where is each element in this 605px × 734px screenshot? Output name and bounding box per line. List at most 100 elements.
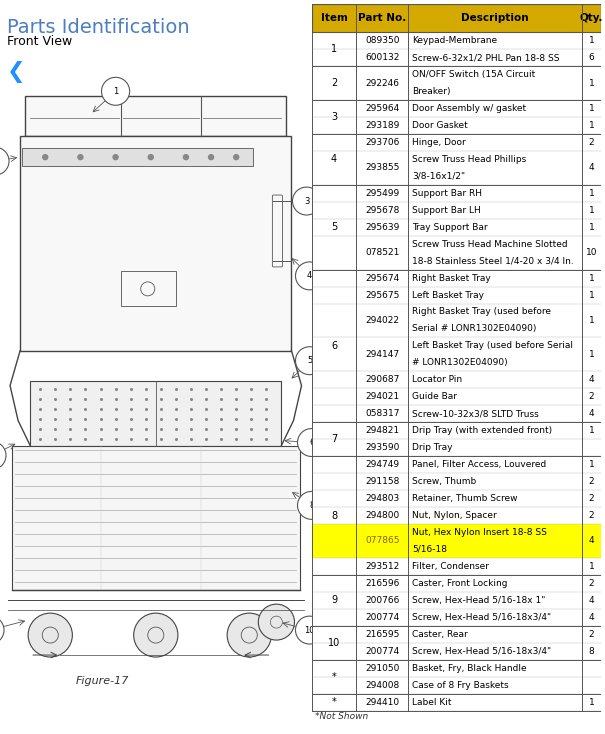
Text: 293512: 293512 bbox=[365, 562, 399, 571]
Text: *: * bbox=[332, 697, 336, 707]
FancyBboxPatch shape bbox=[312, 100, 601, 117]
Text: 1: 1 bbox=[589, 121, 594, 130]
FancyBboxPatch shape bbox=[25, 96, 286, 137]
FancyBboxPatch shape bbox=[312, 422, 601, 439]
Text: Caster, Rear: Caster, Rear bbox=[412, 630, 468, 639]
Text: 4: 4 bbox=[589, 537, 594, 545]
Text: Screw, Hex-Head 5/16-18x3/4": Screw, Hex-Head 5/16-18x3/4" bbox=[412, 613, 551, 622]
Text: 294410: 294410 bbox=[365, 697, 399, 707]
Circle shape bbox=[298, 429, 325, 457]
Text: Screw Truss Head Machine Slotted: Screw Truss Head Machine Slotted bbox=[412, 240, 567, 249]
FancyBboxPatch shape bbox=[30, 381, 281, 446]
Text: 077865: 077865 bbox=[365, 537, 400, 545]
Text: Qty.: Qty. bbox=[580, 13, 603, 23]
Text: 2: 2 bbox=[331, 78, 337, 88]
Text: 2: 2 bbox=[589, 477, 594, 486]
Circle shape bbox=[292, 187, 321, 215]
Text: Item: Item bbox=[321, 13, 347, 23]
Text: 1: 1 bbox=[589, 79, 594, 87]
Text: 294821: 294821 bbox=[365, 426, 399, 435]
Text: 216596: 216596 bbox=[365, 579, 400, 588]
FancyBboxPatch shape bbox=[312, 643, 601, 660]
Circle shape bbox=[209, 155, 214, 159]
Text: 1: 1 bbox=[589, 426, 594, 435]
Text: 1: 1 bbox=[113, 87, 118, 96]
Text: 292246: 292246 bbox=[365, 79, 399, 87]
Text: Nut, Nylon, Spacer: Nut, Nylon, Spacer bbox=[412, 511, 497, 520]
Text: 291158: 291158 bbox=[365, 477, 400, 486]
FancyBboxPatch shape bbox=[312, 456, 601, 473]
Text: Nut, Hex Nylon Insert 18-8 SS: Nut, Hex Nylon Insert 18-8 SS bbox=[412, 528, 547, 537]
FancyBboxPatch shape bbox=[312, 405, 601, 422]
FancyBboxPatch shape bbox=[312, 473, 601, 490]
Text: 6: 6 bbox=[589, 53, 594, 62]
Circle shape bbox=[227, 613, 272, 657]
Text: Hinge, Door: Hinge, Door bbox=[412, 138, 466, 147]
Text: Part No.: Part No. bbox=[358, 13, 407, 23]
Text: 5: 5 bbox=[331, 222, 337, 232]
Circle shape bbox=[258, 604, 295, 640]
Text: 18-8 Stainless Steel 1/4-20 x 3/4 In.: 18-8 Stainless Steel 1/4-20 x 3/4 In. bbox=[412, 257, 574, 266]
Text: 089350: 089350 bbox=[365, 36, 400, 45]
Text: Figure-17: Figure-17 bbox=[76, 676, 129, 686]
Circle shape bbox=[0, 616, 4, 644]
Text: Case of 8 Fry Baskets: Case of 8 Fry Baskets bbox=[412, 680, 509, 690]
FancyBboxPatch shape bbox=[312, 338, 601, 371]
Text: 1: 1 bbox=[589, 562, 594, 571]
Text: 3: 3 bbox=[304, 197, 309, 206]
FancyBboxPatch shape bbox=[312, 304, 601, 338]
Text: 1: 1 bbox=[589, 274, 594, 283]
Text: Keypad-Membrane: Keypad-Membrane bbox=[412, 36, 497, 45]
FancyBboxPatch shape bbox=[312, 608, 601, 626]
Text: 293706: 293706 bbox=[365, 138, 400, 147]
Text: Serial # LONR1302E04090): Serial # LONR1302E04090) bbox=[412, 324, 536, 333]
Text: 600132: 600132 bbox=[365, 53, 400, 62]
Text: Left Basket Tray (used before Serial: Left Basket Tray (used before Serial bbox=[412, 341, 573, 350]
Text: 295678: 295678 bbox=[365, 206, 400, 215]
Text: Basket, Fry, Black Handle: Basket, Fry, Black Handle bbox=[412, 664, 526, 672]
Text: 5/16-18: 5/16-18 bbox=[412, 545, 447, 554]
Text: 294147: 294147 bbox=[365, 350, 399, 359]
Text: Door Assembly w/ gasket: Door Assembly w/ gasket bbox=[412, 104, 526, 113]
FancyBboxPatch shape bbox=[312, 575, 601, 592]
Text: 1: 1 bbox=[331, 44, 337, 54]
Text: 293590: 293590 bbox=[365, 443, 400, 452]
Circle shape bbox=[78, 155, 83, 159]
Text: 4: 4 bbox=[589, 410, 594, 418]
FancyBboxPatch shape bbox=[312, 66, 601, 100]
FancyBboxPatch shape bbox=[312, 4, 601, 32]
Text: 5: 5 bbox=[307, 356, 312, 366]
Text: 1: 1 bbox=[589, 697, 594, 707]
Text: 8: 8 bbox=[589, 647, 594, 655]
Text: Right Basket Tray (used before: Right Basket Tray (used before bbox=[412, 308, 551, 316]
Text: Screw, Hex-Head 5/16-18x3/4": Screw, Hex-Head 5/16-18x3/4" bbox=[412, 647, 551, 655]
Text: Breaker): Breaker) bbox=[412, 87, 451, 96]
Text: Front View: Front View bbox=[7, 35, 73, 48]
Text: Screw-10-32x3/8 SLTD Truss: Screw-10-32x3/8 SLTD Truss bbox=[412, 410, 538, 418]
Text: Label Kit: Label Kit bbox=[412, 697, 451, 707]
Text: 8: 8 bbox=[331, 511, 337, 520]
Text: 291050: 291050 bbox=[365, 664, 400, 672]
FancyBboxPatch shape bbox=[312, 660, 601, 677]
Text: 293189: 293189 bbox=[365, 121, 400, 130]
FancyBboxPatch shape bbox=[312, 269, 601, 286]
Text: 8: 8 bbox=[309, 501, 314, 510]
Text: 6: 6 bbox=[331, 341, 337, 351]
Circle shape bbox=[148, 155, 153, 159]
Text: Screw, Hex-Head 5/16-18x 1": Screw, Hex-Head 5/16-18x 1" bbox=[412, 596, 545, 605]
Text: 200774: 200774 bbox=[365, 613, 399, 622]
Text: *: * bbox=[332, 672, 336, 682]
Text: 2: 2 bbox=[589, 511, 594, 520]
Text: ❮: ❮ bbox=[7, 61, 26, 83]
FancyBboxPatch shape bbox=[312, 134, 601, 151]
FancyBboxPatch shape bbox=[312, 117, 601, 134]
Text: Screw-6-32x1/2 PHL Pan 18-8 SS: Screw-6-32x1/2 PHL Pan 18-8 SS bbox=[412, 53, 560, 62]
Text: Screw, Thumb: Screw, Thumb bbox=[412, 477, 476, 486]
Text: Support Bar LH: Support Bar LH bbox=[412, 206, 481, 215]
Circle shape bbox=[0, 442, 6, 470]
Text: Description: Description bbox=[462, 13, 529, 23]
Text: 4: 4 bbox=[589, 164, 594, 172]
FancyBboxPatch shape bbox=[312, 185, 601, 202]
Text: 1: 1 bbox=[589, 316, 594, 325]
Text: 295499: 295499 bbox=[365, 189, 399, 197]
